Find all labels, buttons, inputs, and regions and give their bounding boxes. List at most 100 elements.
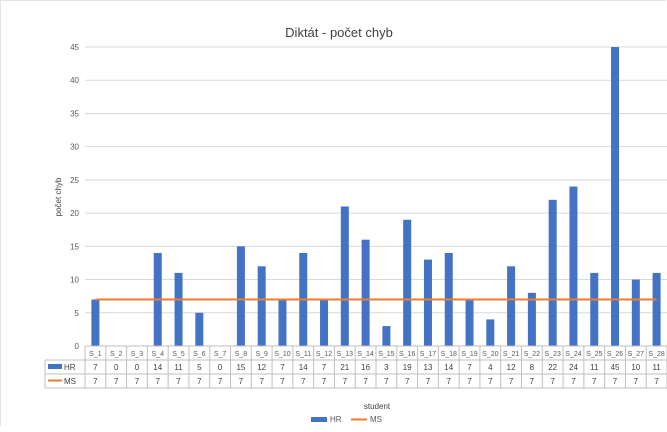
- hr-value-label: 11: [652, 363, 661, 372]
- category-label: S_7: [214, 351, 227, 358]
- hr-value-label: 14: [444, 363, 453, 372]
- ms-value-label: 7: [197, 377, 202, 386]
- bar-S_27: [631, 279, 640, 346]
- ms-value-label: 7: [447, 377, 452, 386]
- hr-value-label: 8: [530, 363, 535, 372]
- ms-value-label: 7: [93, 377, 98, 386]
- bar-S_5: [174, 272, 183, 346]
- hr-value-label: 0: [114, 363, 119, 372]
- hr-value-label: 12: [507, 363, 516, 372]
- category-label: S_21: [503, 351, 519, 358]
- y-tick-label: 35: [70, 109, 79, 118]
- bar-S_9: [257, 266, 266, 346]
- hr-value-label: 45: [611, 363, 620, 372]
- category-label: S_8: [235, 351, 248, 358]
- ms-value-label: 7: [405, 377, 410, 386]
- bar-S_6: [195, 312, 204, 346]
- ms-value-label: 7: [530, 377, 535, 386]
- hr-value-label: 13: [424, 363, 433, 372]
- ms-value-label: 7: [426, 377, 431, 386]
- hr-value-label: 12: [257, 363, 266, 372]
- ms-value-label: 7: [571, 377, 576, 386]
- y-tick-label: 5: [75, 309, 80, 318]
- hr-value-label: 7: [322, 363, 327, 372]
- legend: HR MS: [311, 415, 382, 424]
- bar-S_17: [423, 259, 432, 346]
- category-label: S_6: [193, 351, 206, 358]
- hr-value-label: 3: [384, 363, 389, 372]
- category-label: S_16: [399, 351, 415, 358]
- bar-S_8: [236, 246, 245, 346]
- hr-value-label: 0: [218, 363, 223, 372]
- category-label: S_12: [316, 351, 332, 358]
- hr-value-label: 10: [631, 363, 640, 372]
- category-label: S_11: [295, 351, 311, 358]
- category-label: S_15: [378, 351, 394, 358]
- ms-value-label: 7: [135, 377, 140, 386]
- bar-S_24: [569, 186, 578, 346]
- bar-S_19: [465, 299, 474, 346]
- ms-value-label: 7: [176, 377, 181, 386]
- ms-value-label: 7: [322, 377, 327, 386]
- hr-value-label: 22: [548, 363, 557, 372]
- category-label: S_13: [337, 351, 353, 358]
- category-label: S_27: [628, 351, 644, 358]
- category-label: S_4: [152, 351, 165, 358]
- y-tick-label: 25: [70, 176, 79, 185]
- hr-value-label: 24: [569, 363, 578, 372]
- hr-bars: [91, 47, 661, 346]
- ms-value-label: 7: [301, 377, 306, 386]
- category-label: S_14: [357, 351, 373, 358]
- category-label: S_19: [461, 351, 477, 358]
- category-label: S_20: [482, 351, 498, 358]
- ms-value-label: 7: [613, 377, 618, 386]
- category-label: S_25: [586, 351, 602, 358]
- ms-value-label: 7: [363, 377, 368, 386]
- ms-value-label: 7: [550, 377, 555, 386]
- ms-value-label: 7: [343, 377, 348, 386]
- gridlines: [85, 46, 667, 347]
- hr-value-label: 19: [403, 363, 412, 372]
- y-tick-label: 40: [70, 76, 79, 85]
- y-axis-ticks: 0 5 10 15 20 25 30 35 40 45: [70, 43, 79, 351]
- ms-value-label: 7: [654, 377, 659, 386]
- hr-value-label: 5: [197, 363, 202, 372]
- hr-value-label: 14: [153, 363, 162, 372]
- bar-S_23: [548, 199, 557, 346]
- hr-value-label: 11: [590, 363, 599, 372]
- data-table: S_177S_207S_307S_4147S_5117S_657S_707S_8…: [44, 345, 667, 389]
- hr-value-label: 21: [340, 363, 349, 372]
- bar-S_28: [652, 272, 661, 346]
- hr-value-label: 15: [236, 363, 245, 372]
- legend-hr-label: HR: [330, 415, 342, 424]
- y-tick-label: 20: [70, 209, 79, 218]
- ms-value-label: 7: [467, 377, 472, 386]
- category-label: S_24: [565, 351, 581, 358]
- bar-S_13: [340, 206, 349, 346]
- category-label: S_3: [131, 351, 144, 358]
- ms-value-label: 7: [634, 377, 639, 386]
- ms-value-label: 7: [259, 377, 264, 386]
- y-tick-label: 0: [75, 342, 80, 351]
- bar-S_12: [320, 299, 329, 346]
- category-label: S_5: [172, 351, 185, 358]
- ms-value-label: 7: [592, 377, 597, 386]
- category-label: S_28: [648, 351, 664, 358]
- ms-row-label: MS: [64, 377, 76, 386]
- category-label: S_23: [544, 351, 560, 358]
- ms-value-label: 7: [280, 377, 285, 386]
- category-label: S_1: [89, 351, 102, 358]
- category-label: S_26: [607, 351, 623, 358]
- y-tick-label: 45: [70, 43, 79, 52]
- y-tick-label: 15: [70, 242, 79, 251]
- bar-S_16: [403, 219, 412, 346]
- y-axis-label: počet chyb: [54, 177, 63, 216]
- bar-S_25: [590, 272, 599, 346]
- category-label: S_9: [255, 351, 268, 358]
- bar-S_14: [361, 239, 370, 346]
- x-axis-label: student: [364, 402, 391, 411]
- category-label: S_17: [420, 351, 436, 358]
- ms-value-label: 7: [384, 377, 389, 386]
- legend-ms-label: MS: [370, 415, 382, 424]
